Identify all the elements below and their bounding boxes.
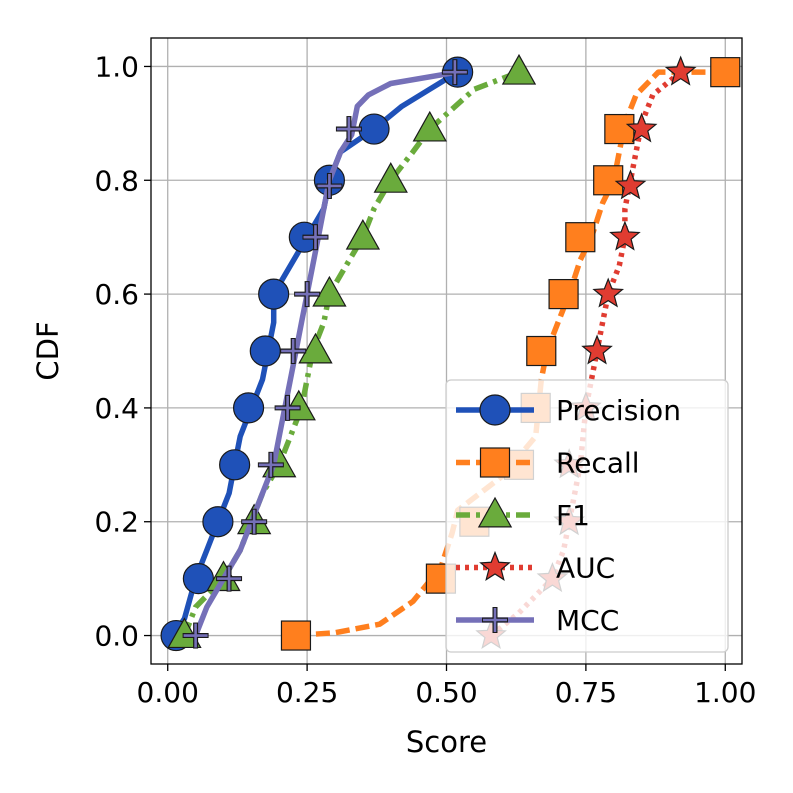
x-axis-label: Score xyxy=(406,725,487,759)
auc-marker xyxy=(592,277,625,308)
mcc-marker xyxy=(257,451,284,478)
f1-marker xyxy=(312,275,347,307)
legend-box xyxy=(445,379,729,653)
mcc-line xyxy=(193,69,459,637)
f1-marker xyxy=(373,162,408,193)
recall-marker xyxy=(710,57,741,88)
mcc-marker xyxy=(294,281,321,308)
legend-marker xyxy=(482,607,508,633)
mcc-marker xyxy=(241,508,268,535)
precision-marker xyxy=(219,449,251,481)
x-tick-label: 0.00 xyxy=(137,676,199,709)
f1-line xyxy=(181,69,520,637)
mcc-marker xyxy=(441,59,468,86)
f1-marker xyxy=(281,389,316,421)
legend-marker xyxy=(479,550,511,581)
precision-marker xyxy=(249,335,281,367)
legend-marker xyxy=(479,447,511,478)
recall-marker xyxy=(548,278,579,310)
legend-item-mcc: MCC xyxy=(456,604,619,637)
f1-marker xyxy=(298,332,333,364)
mcc-marker xyxy=(280,338,307,364)
mcc-marker xyxy=(182,622,209,649)
y-tick-label: 0.2 xyxy=(94,506,139,539)
y-tick-label: 0.8 xyxy=(94,164,139,197)
precision-marker xyxy=(358,113,390,145)
x-tick-label: 1.00 xyxy=(694,676,756,709)
series-mcc xyxy=(182,59,468,649)
f1-marker xyxy=(412,110,447,142)
legend-item-auc: AUC xyxy=(456,550,615,585)
y-tick-label: 0.4 xyxy=(94,392,139,425)
y-tick-label: 1.0 xyxy=(94,50,139,83)
recall-marker xyxy=(526,335,557,367)
mcc-marker xyxy=(274,394,301,421)
auc-marker xyxy=(581,334,613,365)
legend-item-precision: Precision xyxy=(456,394,681,427)
x-tick-label: 0.50 xyxy=(415,676,477,709)
mcc-marker xyxy=(216,565,243,592)
legend-label: Precision xyxy=(556,394,681,427)
auc-marker xyxy=(614,169,647,200)
f1-marker xyxy=(501,53,537,85)
legend-item-recall: Recall xyxy=(456,447,640,480)
y-tick-label: 0.6 xyxy=(94,278,139,311)
f1-marker xyxy=(167,617,202,649)
auc-marker xyxy=(664,55,697,86)
tick-layer: 0.00 0.25 0.50 0.75 1.00 0.0 0.2 0.4 0.6 0.8 1.0 xyxy=(94,50,756,709)
legend-label: F1 xyxy=(556,499,590,532)
recall-marker xyxy=(280,620,312,651)
legend: Precision Recall F1 AUC MCC xyxy=(445,379,729,653)
legend-label: MCC xyxy=(556,604,619,637)
recall-marker xyxy=(604,113,635,145)
recall-marker xyxy=(565,222,596,253)
legend-item-f1: F1 xyxy=(456,496,590,532)
recall-marker xyxy=(593,165,624,196)
y-axis-label: CDF xyxy=(31,321,65,380)
precision-marker xyxy=(202,506,234,538)
auc-marker xyxy=(609,220,641,251)
mcc-marker xyxy=(302,224,329,251)
series-f1 xyxy=(167,53,537,649)
legend-label: Recall xyxy=(556,447,640,480)
legend-marker xyxy=(477,496,513,528)
x-tick-label: 0.25 xyxy=(276,676,338,709)
mcc-marker xyxy=(335,116,362,143)
legend-label: AUC xyxy=(556,552,615,585)
auc-line xyxy=(489,69,683,638)
y-tick-label: 0.0 xyxy=(94,620,139,653)
f1-marker xyxy=(345,218,381,250)
legend-marker xyxy=(479,394,511,426)
precision-marker xyxy=(232,392,265,424)
x-tick-label: 0.75 xyxy=(555,676,617,709)
precision-marker xyxy=(258,278,290,310)
mcc-marker xyxy=(316,172,343,199)
auc-marker xyxy=(625,112,658,143)
